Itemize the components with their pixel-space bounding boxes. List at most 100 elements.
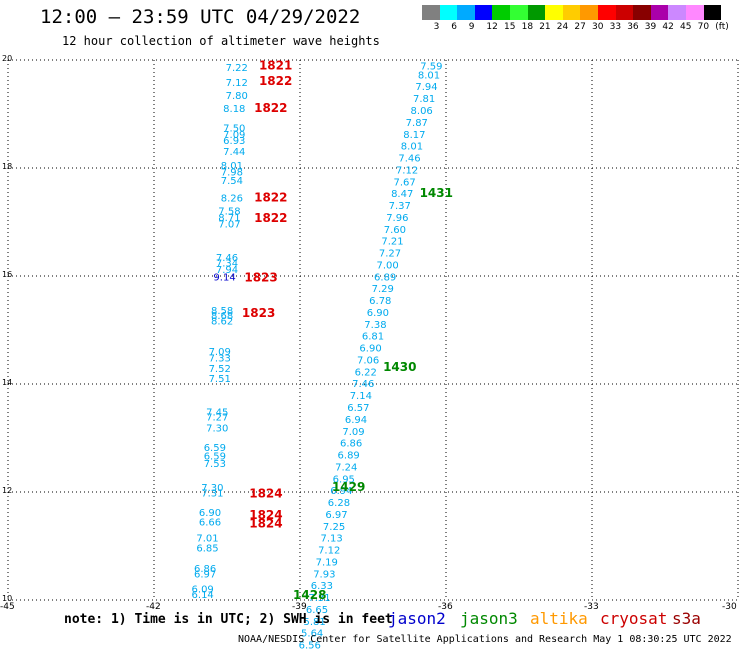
pass-time-label: 1822 [254,190,287,204]
swh-label: 8.62 [211,317,233,328]
swh-label: 8.47 [391,189,413,200]
swh-label: 6.33 [311,581,333,592]
swh-label: 7.46 [398,154,420,165]
pass-time-label: 1822 [254,211,287,225]
swh-label: 7.46 [216,253,238,264]
swh-label: 6.90 [367,308,389,319]
pass-time-label: 1823 [244,270,277,284]
swh-label: 6.85 [196,543,218,554]
swh-label: 7.96 [386,213,408,224]
swh-label: 7.98 [221,168,243,179]
colorbar-swatch [562,5,581,20]
colorbar-level-label: 21 [539,22,551,32]
swh-label: 8.17 [403,130,425,141]
swh-label: 7.25 [323,522,345,533]
swh-label: 6.90 [359,344,381,355]
colorbar-swatch [422,5,440,20]
colorbar-level-label: 39 [644,22,657,32]
swh-label: 6.81 [362,332,384,343]
swh-label: 7.52 [209,364,231,375]
swh-label: 7.14 [350,391,372,402]
pass-time-label: 1821 [259,59,292,73]
colorbar-swatch [527,5,546,20]
swh-label: 6.97 [194,569,216,580]
colorbar-swatch [545,5,563,20]
swh-label: 6.94 [345,415,367,426]
swh-label: 7.27 [206,413,228,424]
colorbar-swatch [492,5,510,20]
swh-label: 6.59 [204,443,226,454]
pass-time-label: 1824 [249,486,282,500]
swh-label: 7.94 [415,82,437,93]
swh-label: 7.38 [364,320,386,331]
swh-label: 7.12 [318,546,340,557]
pass-time-label: 1822 [254,101,287,115]
swh-label: 8.71 [218,213,240,224]
colorbar-level-label: 33 [609,22,622,32]
swh-label: 7.09 [342,427,364,438]
colorbar-level-label: 18 [521,22,534,32]
swh-label: 7.07 [218,219,240,230]
x-tick-label: -45 [0,602,15,612]
swh-label: 7.81 [413,94,435,105]
colorbar-swatch [598,5,616,20]
swh-label: 7.31 [201,488,223,499]
colorbar-level-label: 45 [680,22,692,32]
mission-legend-item: cryosat [600,609,668,628]
mission-legend-item: jason3 [460,609,518,628]
swh-label: 7.53 [204,459,226,470]
swh-label: 7.37 [389,201,411,212]
swh-label: 7.33 [209,353,231,364]
swh-label: 6.22 [355,367,377,378]
colorbar-level-label: 12 [486,22,498,32]
swh-label: 7.80 [226,91,248,102]
swh-label: 7.09 [223,130,245,141]
swh-label: 7.27 [379,249,401,260]
pass-time-label: 1822 [259,74,292,88]
swh-label: 6.90 [199,508,221,519]
colorbar-level-label: 36 [627,22,639,32]
pass-time-label: 1430 [383,360,416,374]
swh-label: 6.78 [369,296,391,307]
x-tick-label: -42 [146,602,161,612]
swh-label: 6.66 [199,517,221,528]
swh-label: 6.89 [374,272,396,283]
colorbar-level-label: 6 [451,22,457,32]
x-tick-label: -33 [584,602,599,612]
pass-time-label: 1431 [420,186,453,200]
colorbar-level-label: 3 [433,22,440,32]
swh-label: 7.24 [335,462,357,473]
colorbar-swatch [580,5,598,20]
swh-label: 8.06 [411,106,433,117]
colorbar-swatch [668,5,686,20]
swh-label: 8.01 [221,161,243,172]
colorbar-level-label: 27 [574,22,586,32]
swh-label: 8.26 [221,193,243,204]
x-tick-label: -36 [438,602,453,612]
y-tick-label: 18 [2,162,13,171]
swh-label: 6.57 [347,403,369,414]
colorbar-level-label: 24 [556,22,569,32]
footer-credit: NOAA/NESDIS Center for Satellite Applica… [238,634,732,645]
swh-label: 6.86 [194,564,216,575]
footer-note: note: 1) Time is in UTC; 2) SWH is in fe… [64,612,393,627]
swh-label: 7.06 [357,355,379,366]
swh-label: 7.58 [218,206,240,217]
colorbar-level-label: 15 [504,22,516,32]
swh-label: 7.46 [352,379,374,390]
pass-time-label: 1429 [332,480,365,494]
swh-label: 8.58 [211,306,233,317]
colorbar-swatch [615,5,634,20]
swh-label: 7.60 [384,225,406,236]
x-tick-label: -39 [292,602,307,612]
colorbar-swatch [650,5,669,20]
colorbar-swatch [633,5,651,20]
swh-label: 7.30 [206,424,228,435]
colorbar-swatch [474,5,493,20]
swh-label: 6.97 [325,510,347,521]
swh-label: 7.45 [206,407,228,418]
swh-label: 7.13 [321,534,343,545]
colorbar-level-label: 70 [697,22,710,32]
swh-label: 6.95 [333,474,355,485]
